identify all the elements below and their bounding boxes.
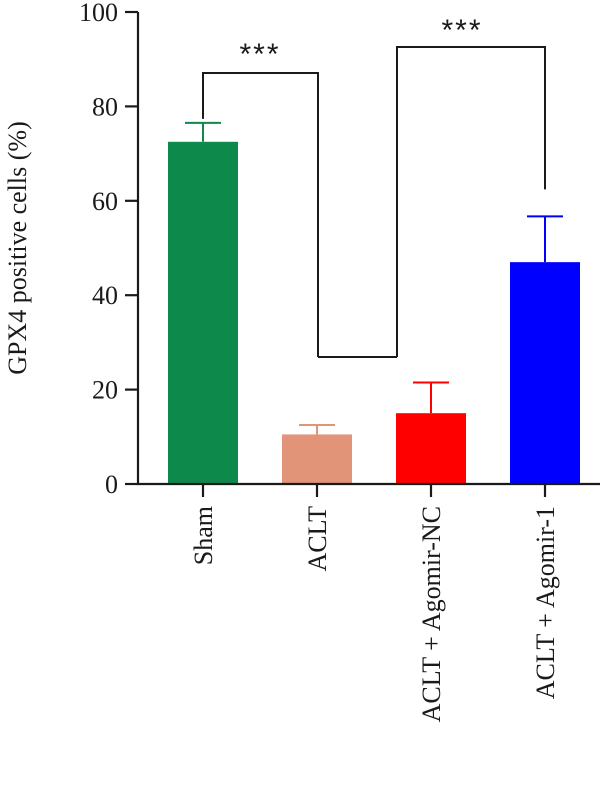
significance-bracket-1: *** [202, 38, 319, 357]
bars-layer [168, 141, 580, 485]
significance-label-2: *** [441, 14, 482, 47]
y-tick-label-40: 40 [92, 281, 118, 310]
y-tick-label-20: 20 [92, 376, 118, 405]
category-label-aclt-agomir-nc: ACLT + Agomir-NC [417, 506, 446, 722]
error-bar-sham [185, 121, 221, 142]
bar-sham [168, 141, 238, 485]
error-bar-aclt [299, 424, 335, 435]
axes: Sham ACLT ACLT + Agomir-NC ACLT + Agomir-1 0… [79, 0, 600, 722]
error-bar-aclt-agomir-nc [413, 381, 449, 414]
significance-bracket-2: *** [396, 14, 546, 357]
category-label-aclt: ACLT [303, 506, 332, 572]
category-label-sham: Sham [189, 506, 218, 565]
error-bars-layer [185, 121, 563, 435]
bar-aclt [282, 434, 352, 484]
bar-aclt-agomir-nc [396, 413, 466, 484]
y-tick-label-80: 80 [92, 92, 118, 121]
y-axis-label: GPX4 positive cells (%) [3, 121, 32, 374]
y-tick-label-60: 60 [92, 187, 118, 216]
significance-label-1: *** [239, 38, 280, 71]
significance-brackets: *** *** [202, 14, 546, 358]
category-label-aclt-agomir-1: ACLT + Agomir-1 [531, 506, 560, 699]
y-tick-label-100: 100 [79, 0, 118, 27]
bar-aclt-agomir-1 [510, 262, 580, 484]
error-bar-aclt-agomir-1 [527, 215, 563, 263]
y-tick-label-0: 0 [105, 470, 118, 499]
